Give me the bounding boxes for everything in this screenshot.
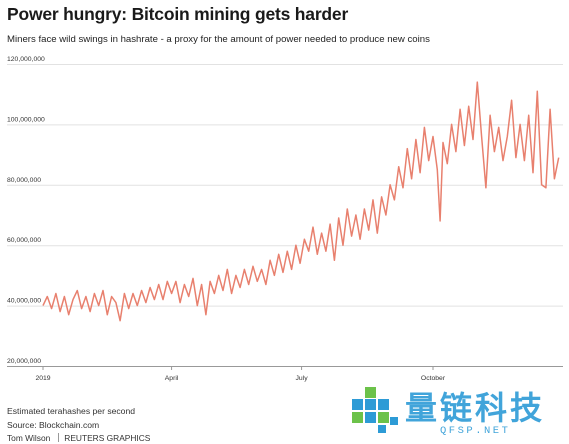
x-axis-ticks: 2019 April July October [35, 366, 446, 382]
grid-lines [7, 64, 563, 367]
agency-name: REUTERS GRAPHICS [64, 433, 151, 443]
credit-line: Tom Wilson REUTERS GRAPHICS [7, 433, 150, 443]
unit-note: Estimated terahashes per second [7, 406, 136, 416]
y-tick-label: 60,000,000 [7, 237, 41, 244]
x-tick-label: April [165, 375, 179, 382]
y-tick-label: 100,000,000 [7, 116, 45, 123]
x-tick-label: October [421, 375, 446, 382]
y-tick-label: 120,000,000 [7, 56, 45, 63]
series-line-0 [42, 81, 560, 322]
series-layer [42, 81, 560, 322]
author-name: Tom Wilson [7, 433, 51, 443]
credit-divider [58, 433, 60, 442]
source-note: Source: Blockchain.com [7, 420, 100, 430]
y-tick-label: 40,000,000 [7, 298, 41, 305]
x-tick-label: July [296, 375, 309, 382]
chart-subtitle: Miners face wild swings in hashrate - a … [7, 34, 430, 45]
watermark: 量链科技 QFSP.NET [350, 383, 565, 441]
y-axis-ticks: 120,000,000 100,000,000 80,000,000 60,000,0… [7, 56, 45, 365]
x-tick-label: 2019 [35, 375, 50, 382]
watermark-text-en: QFSP.NET [440, 425, 511, 437]
y-tick-label: 80,000,000 [7, 177, 41, 184]
chart-title: Power hungry: Bitcoin mining gets harder [7, 4, 349, 24]
watermark-logo-icon [352, 387, 398, 433]
watermark-text-cn: 量链科技 [405, 389, 546, 427]
y-tick-label: 20,000,000 [7, 358, 41, 365]
